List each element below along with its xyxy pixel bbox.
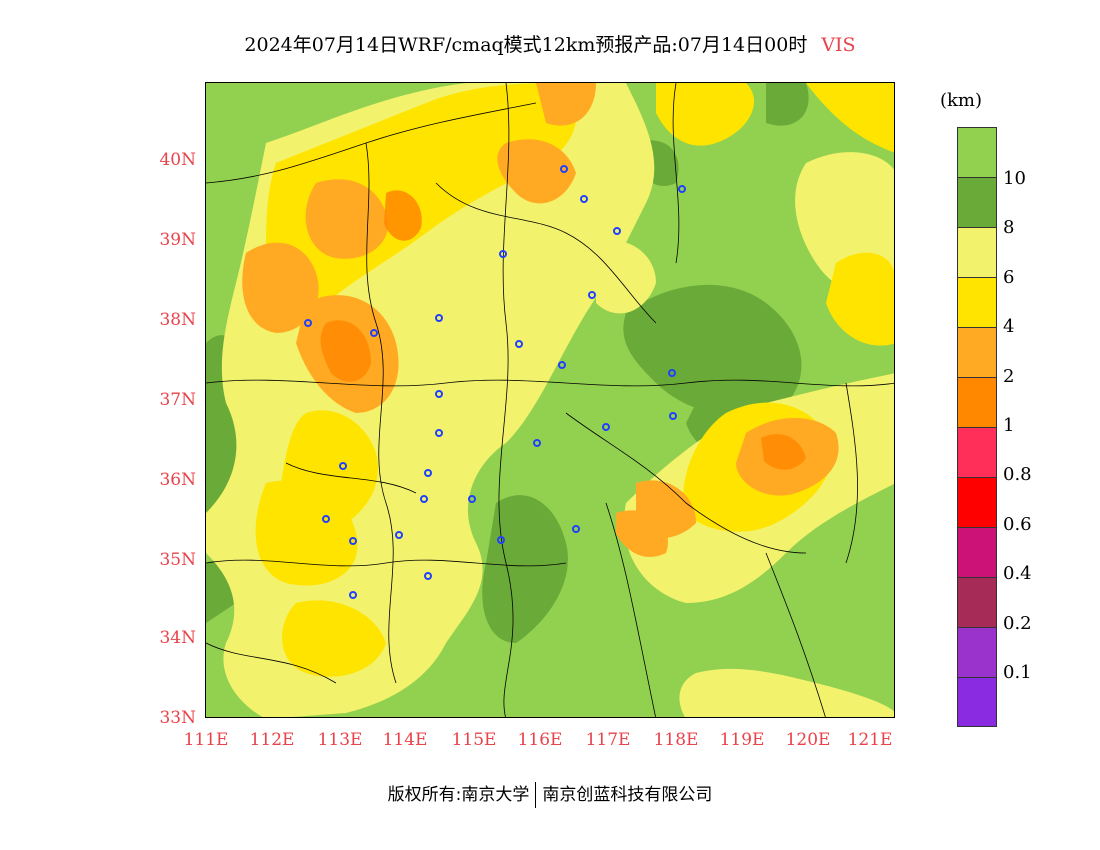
copyright-footer: 版权所有:南京大学 南京创蓝科技有限公司	[0, 780, 1100, 808]
boundaries	[206, 83, 894, 717]
variable-name: VIS	[821, 34, 856, 56]
lat-label-37n: 37N	[159, 390, 196, 410]
lat-label-35n: 35N	[159, 550, 196, 570]
footer-separator	[535, 782, 537, 808]
colorbar-swatch	[957, 427, 997, 477]
legend-label-1: 1	[1003, 415, 1015, 436]
lon-label-116e: 116E	[517, 730, 563, 750]
legend-label-0-4: 0.4	[1003, 563, 1032, 584]
lon-label-117e: 117E	[585, 730, 631, 750]
lat-label-40n: 40N	[159, 150, 196, 170]
legend-label-0-1: 0.1	[1003, 662, 1032, 683]
colorbar-swatch	[957, 677, 997, 727]
legend-label-8: 8	[1003, 217, 1015, 238]
colorbar-swatch	[957, 177, 997, 227]
colorbar-swatch	[957, 377, 997, 427]
lat-label-38n: 38N	[159, 310, 196, 330]
footer-right: 南京创蓝科技有限公司	[542, 785, 713, 805]
lat-label-34n: 34N	[159, 628, 196, 648]
dark-orange-zones	[320, 190, 806, 470]
colorbar	[957, 127, 997, 727]
chart-title: 2024年07月14日WRF/cmaq模式12km预报产品:07月14日00时 V…	[0, 30, 1100, 57]
lon-label-111e: 111E	[183, 730, 229, 750]
colorbar-swatch	[957, 227, 997, 277]
legend-label-6: 6	[1003, 267, 1015, 288]
legend-label-10: 10	[1003, 168, 1026, 189]
legend-label-4: 4	[1003, 316, 1015, 337]
colorbar-swatch	[957, 477, 997, 527]
colorbar-swatch	[957, 577, 997, 627]
legend-label-2: 2	[1003, 366, 1015, 387]
title-text: 2024年07月14日WRF/cmaq模式12km预报产品:07月14日00时	[244, 34, 808, 56]
colorbar-swatch	[957, 327, 997, 377]
lon-label-121e: 121E	[847, 730, 893, 750]
legend-label-0-8: 0.8	[1003, 464, 1032, 485]
lon-label-119e: 119E	[719, 730, 765, 750]
legend-unit: (km)	[940, 90, 983, 111]
colorbar-swatch	[957, 277, 997, 327]
colorbar-swatch	[957, 127, 997, 177]
lon-label-115e: 115E	[451, 730, 497, 750]
lat-label-39n: 39N	[159, 230, 196, 250]
city-markers	[304, 165, 686, 599]
lon-label-112e: 112E	[249, 730, 295, 750]
map-svg	[206, 83, 894, 717]
lon-label-118e: 118E	[653, 730, 699, 750]
colorbar-swatch	[957, 527, 997, 577]
visibility-map[interactable]	[205, 82, 895, 718]
colorbar-swatch	[957, 627, 997, 677]
legend-label-0-2: 0.2	[1003, 613, 1032, 634]
lon-label-120e: 120E	[785, 730, 831, 750]
lon-label-113e: 113E	[317, 730, 363, 750]
footer-left: 版权所有:南京大学	[387, 785, 530, 805]
legend-label-0-6: 0.6	[1003, 514, 1032, 535]
lat-label-36n: 36N	[159, 470, 196, 490]
lat-label-33n: 33N	[159, 708, 196, 728]
lon-label-114e: 114E	[382, 730, 428, 750]
